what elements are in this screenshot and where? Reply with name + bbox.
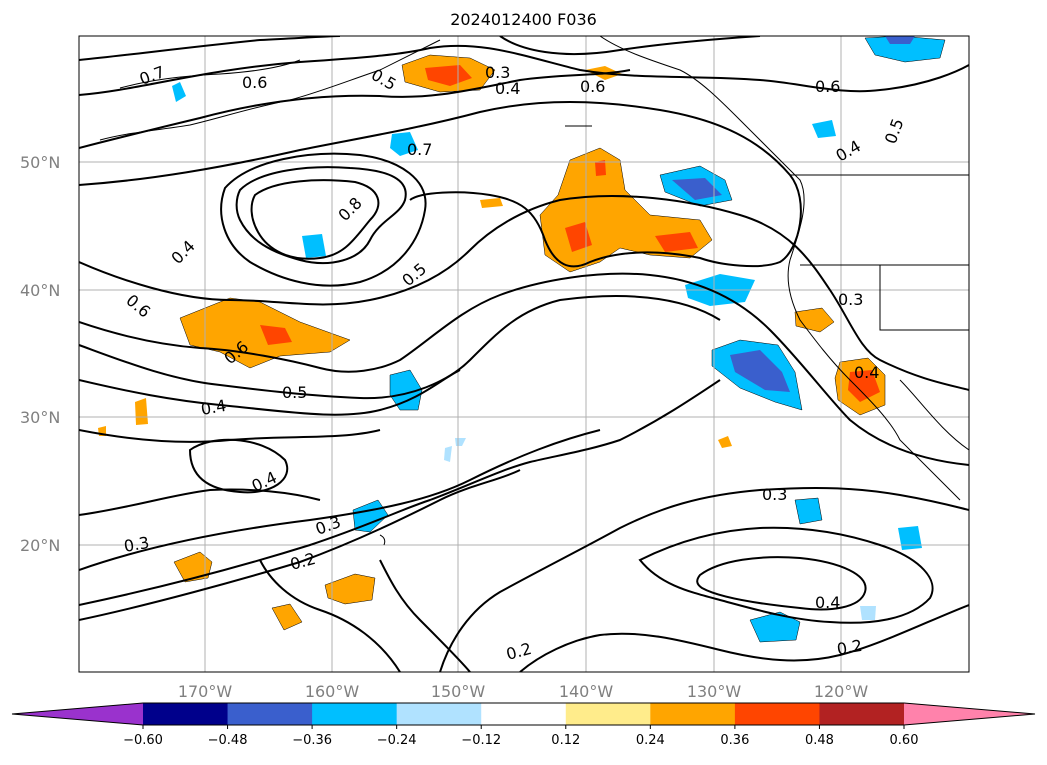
colorbar-segment <box>227 703 313 725</box>
shaded-anomalies <box>98 36 946 643</box>
contour-label: 0.3 <box>122 533 150 556</box>
contour-label: 0.2 <box>504 639 534 664</box>
contour-label: 0.2 <box>288 549 318 574</box>
contour-label: 0.5 <box>282 383 307 402</box>
colorbar-tick-label: 0.48 <box>805 733 834 748</box>
colorbar-tick-label: 0.24 <box>636 733 665 748</box>
contour-label: 0.4 <box>854 363 879 382</box>
contour-label: 0.7 <box>137 62 167 89</box>
colorbar-segment <box>734 703 820 725</box>
contour-label: 0.6 <box>242 73 267 92</box>
contour-label: 0.3 <box>485 63 510 82</box>
colorbar-segment <box>481 703 567 725</box>
lon-label: 160°W <box>305 682 360 701</box>
colorbar-tick-label: −0.36 <box>292 733 332 748</box>
colorbar-ticks: −0.60 −0.48 −0.36 −0.24 −0.12 0.12 0.24 0.36 0.4… <box>123 725 918 748</box>
lon-label: 120°W <box>814 682 869 701</box>
colorbar <box>11 702 1036 726</box>
contour-label: 0.8 <box>334 193 365 224</box>
lat-label: 40°N <box>20 281 60 300</box>
coastlines <box>99 36 969 546</box>
colorbar-segment <box>396 703 482 725</box>
colorbar-segment <box>312 703 398 725</box>
contour-label: 0.2 <box>835 636 863 659</box>
colorbar-tick-label: −0.24 <box>377 733 417 748</box>
colorbar-tick-label: 0.12 <box>551 733 580 748</box>
contour-label: 0.3 <box>838 290 863 309</box>
colorbar-segment <box>143 703 229 725</box>
longitude-labels: 170°W 160°W 150°W 140°W 130°W 120°W <box>178 682 869 701</box>
colorbar-tick-label: −0.12 <box>461 733 501 748</box>
lat-label: 20°N <box>20 536 60 555</box>
contour-label: 0.5 <box>881 116 908 146</box>
lon-label: 170°W <box>178 682 233 701</box>
grid-lines <box>79 36 969 672</box>
lat-label: 30°N <box>20 408 60 427</box>
contour-label: 0.6 <box>122 291 154 322</box>
map-frame <box>78 35 970 673</box>
contour-label: 0.6 <box>580 77 605 96</box>
latitude-labels: 50°N 40°N 30°N 20°N <box>20 153 60 555</box>
colorbar-tick-label: 0.60 <box>890 733 919 748</box>
map-title: 2024012400 F036 <box>450 10 597 29</box>
lon-label: 140°W <box>559 682 614 701</box>
contour-label: 0.4 <box>167 236 198 267</box>
colorbar-segment <box>650 703 736 725</box>
colorbar-tick-label: −0.60 <box>123 733 163 748</box>
colorbar-tick-label: −0.48 <box>208 733 248 748</box>
lon-label: 150°W <box>431 682 486 701</box>
lat-label: 50°N <box>20 153 60 172</box>
colorbar-segment <box>565 703 651 725</box>
contour-label: 0.4 <box>495 79 520 98</box>
contour-label: 0.4 <box>833 136 865 165</box>
contour-label: 0.6 <box>815 77 840 96</box>
contour-label: 0.5 <box>398 259 430 290</box>
contour-label: 0.7 <box>407 140 432 159</box>
contour-label: 0.5 <box>368 65 400 94</box>
colorbar-segment <box>819 703 905 725</box>
contour-label: 0.4 <box>199 396 227 419</box>
contour-label: 0.4 <box>815 593 840 612</box>
contour-label: 0.3 <box>762 485 787 504</box>
colorbar-extend-high <box>904 703 1035 725</box>
lon-label: 130°W <box>687 682 742 701</box>
contour-lines <box>79 36 969 672</box>
colorbar-tick-label: 0.36 <box>720 733 749 748</box>
colorbar-extend-low <box>12 703 143 725</box>
